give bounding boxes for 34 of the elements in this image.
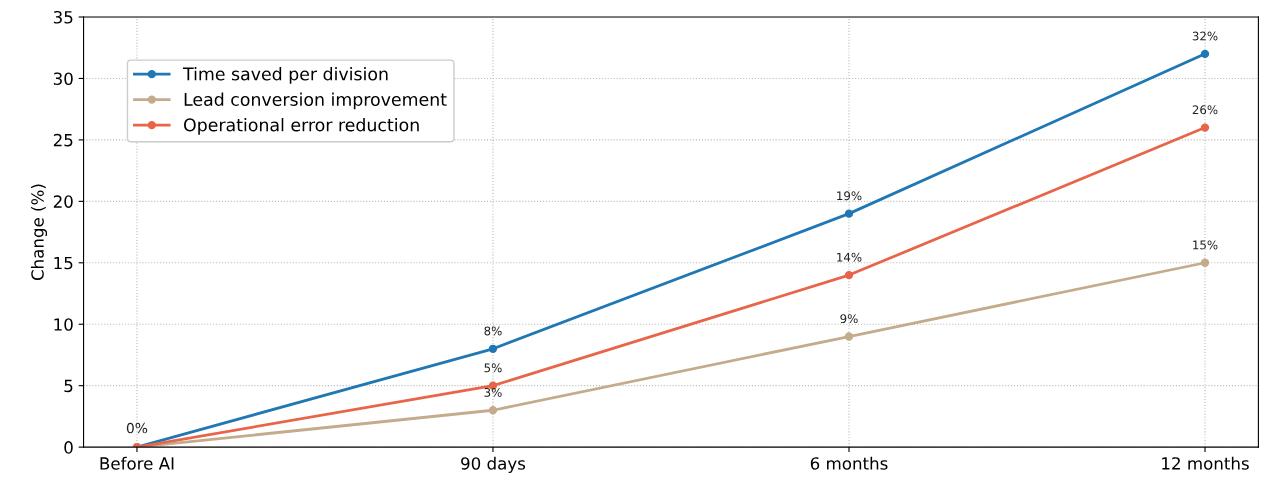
x-tick-label: 90 days [461, 456, 526, 473]
y-tick-label: 15 [54, 256, 73, 270]
y-tick-label: 30 [53, 72, 73, 86]
point [1200, 49, 1210, 59]
x-tick-label: Before AI [100, 456, 174, 470]
data-label: 3% [484, 387, 502, 397]
data-label: 0% [126, 422, 148, 434]
legend-label: Lead conversion improvement [184, 92, 447, 110]
data-label: 15% [1193, 240, 1218, 250]
y-tick-label: 10 [54, 318, 73, 331]
y-tick-label: 5 [64, 379, 73, 393]
x-tick-label: 6 months [810, 456, 888, 470]
data-label: 32% [1192, 31, 1218, 41]
y-tick-label: 25 [53, 133, 73, 147]
data-label: 5% [484, 363, 502, 373]
point [844, 332, 854, 341]
point [844, 209, 854, 218]
data-label: 8% [484, 326, 502, 336]
point [488, 344, 498, 353]
data-label: 14% [837, 252, 862, 262]
legend-label: Time saved per division [182, 67, 388, 84]
data-label: 9% [840, 314, 858, 324]
point [488, 406, 498, 415]
data-label: 26% [1192, 105, 1218, 115]
y-tick-label: 0 [64, 441, 73, 454]
point [1200, 123, 1210, 132]
point [1200, 258, 1210, 267]
legend-label: Operational error reduction [184, 118, 419, 135]
data-label: 19% [837, 191, 862, 201]
x-tick-label: 12 months [1162, 456, 1249, 470]
y-axis-title: Change (%) [30, 184, 48, 281]
y-tick-label: 20 [53, 195, 73, 208]
y-tick-label: 35 [53, 10, 73, 24]
point [844, 270, 854, 280]
